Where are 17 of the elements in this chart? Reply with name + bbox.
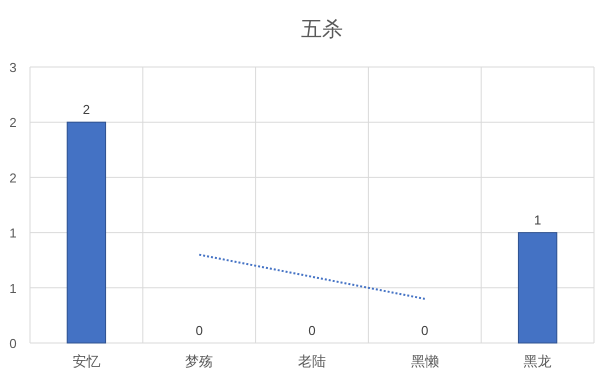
data-label: 1 xyxy=(534,212,542,228)
y-tick-label: 2 xyxy=(9,115,17,130)
data-label: 2 xyxy=(82,102,90,118)
chart-title: 五杀 xyxy=(301,18,343,41)
y-tick-label: 1 xyxy=(9,226,17,241)
data-label: 0 xyxy=(308,323,316,338)
x-tick-label: 安忆 xyxy=(72,353,100,369)
x-tick-label: 黑懒 xyxy=(410,353,439,369)
y-tick-label: 1 xyxy=(9,280,17,296)
x-tick-label: 梦殇 xyxy=(185,353,214,369)
x-tick-label: 黑龙 xyxy=(524,353,552,369)
data-label: 0 xyxy=(196,323,203,338)
y-tick-label: 3 xyxy=(9,60,17,75)
data-label: 0 xyxy=(421,323,428,338)
y-tick-label: 0 xyxy=(9,336,17,351)
y-tick-label: 2 xyxy=(9,170,17,186)
x-tick-label: 老陆 xyxy=(298,353,326,369)
